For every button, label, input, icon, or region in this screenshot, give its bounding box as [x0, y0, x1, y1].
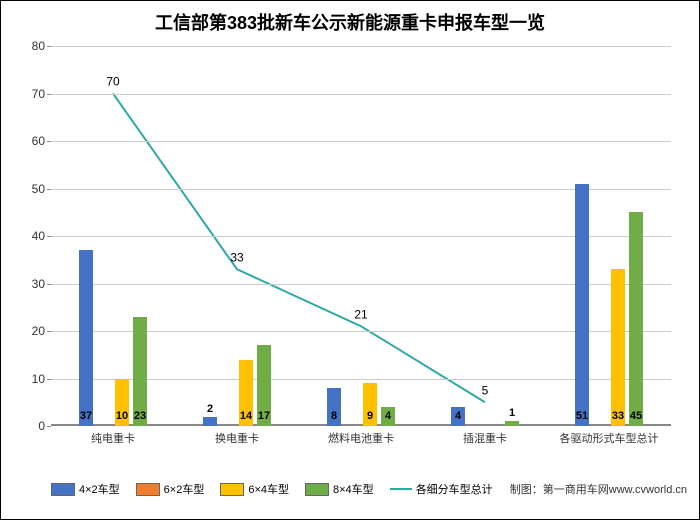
grid-line	[51, 141, 671, 142]
line-path	[113, 94, 485, 403]
bar: 33	[611, 269, 625, 426]
bar: 17	[257, 345, 271, 426]
y-tick-label: 50	[32, 182, 45, 196]
bar-value-label: 45	[629, 410, 643, 422]
legend-item: 6×2车型	[136, 481, 205, 497]
legend-swatch-icon	[51, 483, 75, 496]
legend-label: 8×4车型	[333, 481, 374, 497]
y-tick-label: 60	[32, 134, 45, 148]
bar: 37	[79, 250, 93, 426]
bar-value-label: 17	[257, 410, 271, 422]
legend-line-icon	[390, 488, 412, 490]
legend-label: 4×2车型	[79, 481, 120, 497]
y-tick-label: 20	[32, 324, 45, 338]
line-point-label: 21	[354, 307, 368, 321]
legend-item: 各细分车型总计	[390, 481, 493, 497]
bar: 51	[575, 184, 589, 426]
y-tick-label: 0	[38, 419, 45, 433]
bar-value-label: 33	[611, 410, 625, 422]
x-tick-label: 纯电重卡	[91, 430, 135, 446]
bar-value-label: 23	[133, 410, 147, 422]
y-tick-label: 10	[32, 372, 45, 386]
y-tick-label: 70	[32, 87, 45, 101]
plot-area: 7033215 01020304050607080纯电重卡371023换电重卡2…	[51, 46, 671, 426]
legend-item: 8×4车型	[305, 481, 374, 497]
x-tick-label: 燃料电池重卡	[328, 430, 394, 446]
bar-value-label: 51	[575, 410, 589, 422]
grid-line	[51, 94, 671, 95]
bar: 10	[115, 379, 129, 427]
line-point-label: 5	[482, 383, 489, 397]
x-tick-label: 插混重卡	[463, 430, 507, 446]
y-tick-label: 40	[32, 229, 45, 243]
legend-label: 各细分车型总计	[416, 481, 493, 497]
line-point-label: 33	[230, 250, 244, 264]
bar-value-label: 4	[451, 410, 465, 422]
bar-value-label: 4	[381, 410, 395, 422]
bar: 9	[363, 383, 377, 426]
bar-value-label: 2	[203, 403, 217, 415]
bar: 4	[381, 407, 395, 426]
legend-swatch-icon	[136, 483, 160, 496]
x-tick-label: 各驱动形式车型总计	[560, 430, 659, 446]
bar: 2	[203, 417, 217, 427]
y-tick-label: 80	[32, 39, 45, 53]
credit-text: 制图：第一商用车网www.cvworld.cn	[510, 481, 687, 497]
bar: 4	[451, 407, 465, 426]
bar-value-label: 9	[363, 410, 377, 422]
legend-item: 6×4车型	[220, 481, 289, 497]
bar: 23	[133, 317, 147, 426]
y-tick-label: 30	[32, 277, 45, 291]
bar: 14	[239, 360, 253, 427]
bar: 45	[629, 212, 643, 426]
chart-title: 工信部第383批新车公示新能源重卡申报车型一览	[1, 9, 699, 35]
bar-value-label: 14	[239, 410, 253, 422]
grid-line	[51, 46, 671, 47]
legend-swatch-icon	[220, 483, 244, 496]
chart-container: 工信部第383批新车公示新能源重卡申报车型一览 7033215 01020304…	[0, 0, 700, 520]
legend-label: 6×2车型	[164, 481, 205, 497]
legend-swatch-icon	[305, 483, 329, 496]
line-point-label: 70	[106, 75, 120, 89]
legend-label: 6×4车型	[248, 481, 289, 497]
legend-item: 4×2车型	[51, 481, 120, 497]
bar-value-label: 8	[327, 410, 341, 422]
x-tick-label: 换电重卡	[215, 430, 259, 446]
legend: 4×2车型 6×2车型 6×4车型 8×4车型 各细分车型总计	[51, 481, 493, 497]
bar-value-label: 10	[115, 410, 129, 422]
bar: 1	[505, 421, 519, 426]
bar: 8	[327, 388, 341, 426]
bar-value-label: 37	[79, 410, 93, 422]
bar-value-label: 1	[505, 407, 519, 419]
